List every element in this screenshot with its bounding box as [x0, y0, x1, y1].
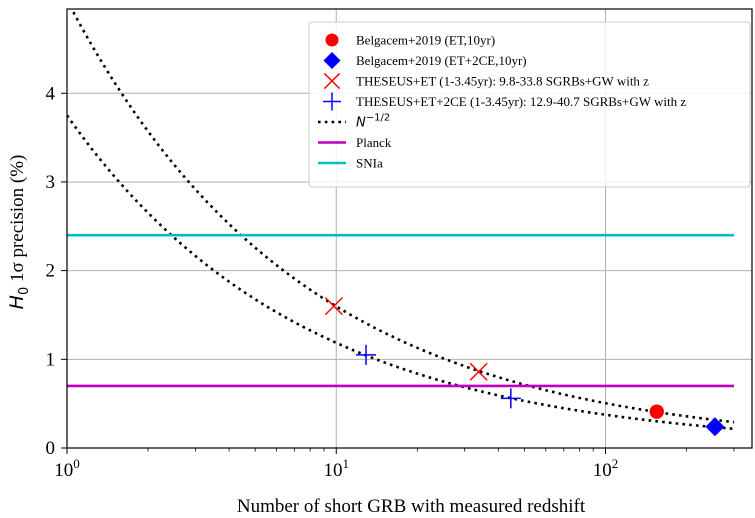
legend-label: THESEUS+ET (1-3.45yr): 9.8-33.8 SGRBs+GW… [356, 74, 649, 89]
x-axis-title: Number of short GRB with measured redshi… [237, 496, 586, 517]
y-tick-label: 1 [46, 349, 56, 370]
y-axis-title-sub: 0 [17, 287, 32, 295]
legend-diamond-handle [323, 51, 341, 70]
plus-marker [500, 388, 521, 409]
legend-circle-handle [325, 33, 339, 47]
legend-label: Belgacem+2019 (ET+2CE,10yr) [356, 53, 527, 68]
series-layer [67, 9, 735, 437]
n-inverse-sqrt-curve [67, 114, 735, 431]
y-axis-title: H0 1σ precision (%) [6, 155, 32, 310]
diamond-marker [705, 417, 725, 437]
circle-marker [649, 404, 664, 419]
x-tick-exponent: 1 [343, 456, 350, 471]
legend-box [308, 21, 751, 188]
x-tick-label: 102 [593, 456, 619, 481]
y-tick-label: 3 [46, 172, 56, 193]
legend-label: Planck [356, 135, 392, 150]
y-axis-title-h: H [6, 295, 28, 309]
x-tick-label: 101 [324, 456, 350, 481]
legend: Belgacem+2019 (ET,10yr) Belgacem+2019 (ET… [308, 21, 751, 188]
x-tick-exponent: 2 [612, 456, 619, 471]
legend-plus-handle [323, 92, 341, 111]
x-marker-stroke [324, 297, 343, 316]
legend-label: N−1/2 [356, 113, 390, 131]
y-axis-title-rest: 1σ precision (%) [7, 155, 28, 287]
y-tick-label: 0 [46, 438, 56, 459]
legend-x-handle-stroke [323, 72, 341, 90]
x-tick-label: 100 [54, 456, 80, 481]
axes-frame [66, 8, 753, 449]
legend-x-handle [323, 72, 341, 90]
x-tick-base: 10 [54, 460, 73, 481]
legend-label: Belgacem+2019 (ET,10yr) [356, 33, 495, 48]
x-tick-exponent: 0 [73, 456, 80, 471]
legend-label: THESEUS+ET+2CE (1-3.45yr): 12.9-40.7 SGR… [356, 94, 686, 109]
y-tick-label: 4 [46, 83, 56, 104]
x-tick-base: 10 [593, 460, 612, 481]
x-marker [324, 297, 343, 316]
x-marker [469, 362, 488, 381]
legend-label-exponent: −1/2 [366, 113, 390, 124]
x-marker-stroke [469, 362, 488, 381]
legend-label-base: N [356, 116, 366, 131]
plus-marker [356, 344, 377, 365]
y-tick-label: 2 [46, 261, 56, 282]
legend-label: SNIa [356, 156, 383, 171]
x-tick-base: 10 [324, 460, 343, 481]
